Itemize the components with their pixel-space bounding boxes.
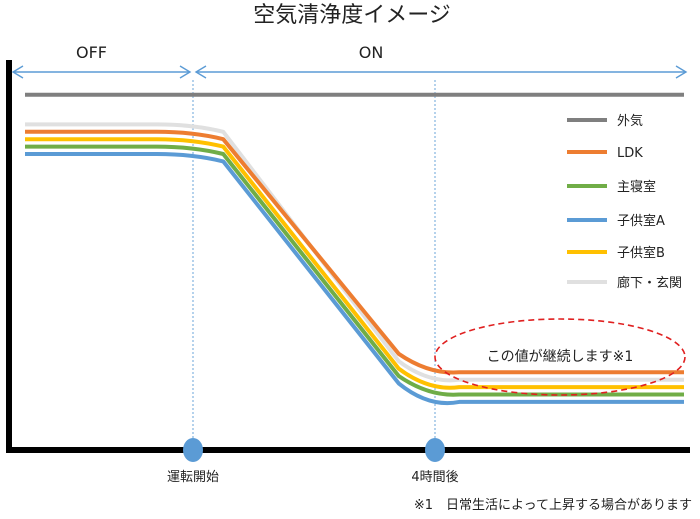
legend-label-0: 外気 xyxy=(617,113,643,129)
series-line-2 xyxy=(25,144,684,397)
marker-label-1: 4時間後 xyxy=(411,470,458,485)
arrow-head-right xyxy=(179,65,192,79)
legend-label-3: 子供室A xyxy=(617,213,665,229)
legend-label-5: 廊下・玄関 xyxy=(617,275,682,291)
time-markers: 運転開始 4時間後 xyxy=(167,80,459,485)
series-line-4 xyxy=(25,137,684,390)
marker-dot-1 xyxy=(425,438,445,462)
annotation-ellipse xyxy=(434,318,686,396)
period-arrows: OFF ON xyxy=(11,43,688,79)
legend-label-1: LDK xyxy=(617,146,643,161)
period-label-off: OFF xyxy=(76,43,107,62)
chart-title: 空気清浄度イメージ xyxy=(253,3,451,28)
legend-label-4: 子供室B xyxy=(617,245,665,261)
marker-label-0: 運転開始 xyxy=(167,470,219,485)
annotation-text: この値が継続します※1 xyxy=(487,348,634,365)
arrow-head-left xyxy=(194,65,207,79)
legend-label-2: 主寝室 xyxy=(617,179,656,195)
arrow-head-left xyxy=(11,65,24,79)
series-line-1 xyxy=(25,129,684,375)
marker-dot-0 xyxy=(183,438,203,462)
arrow-head-right xyxy=(675,65,688,79)
footnote: ※1 日常生活によって上昇する場合があります xyxy=(414,498,692,513)
period-label-on: ON xyxy=(359,43,384,62)
series-lines xyxy=(25,92,684,406)
series-line-3 xyxy=(25,152,684,406)
